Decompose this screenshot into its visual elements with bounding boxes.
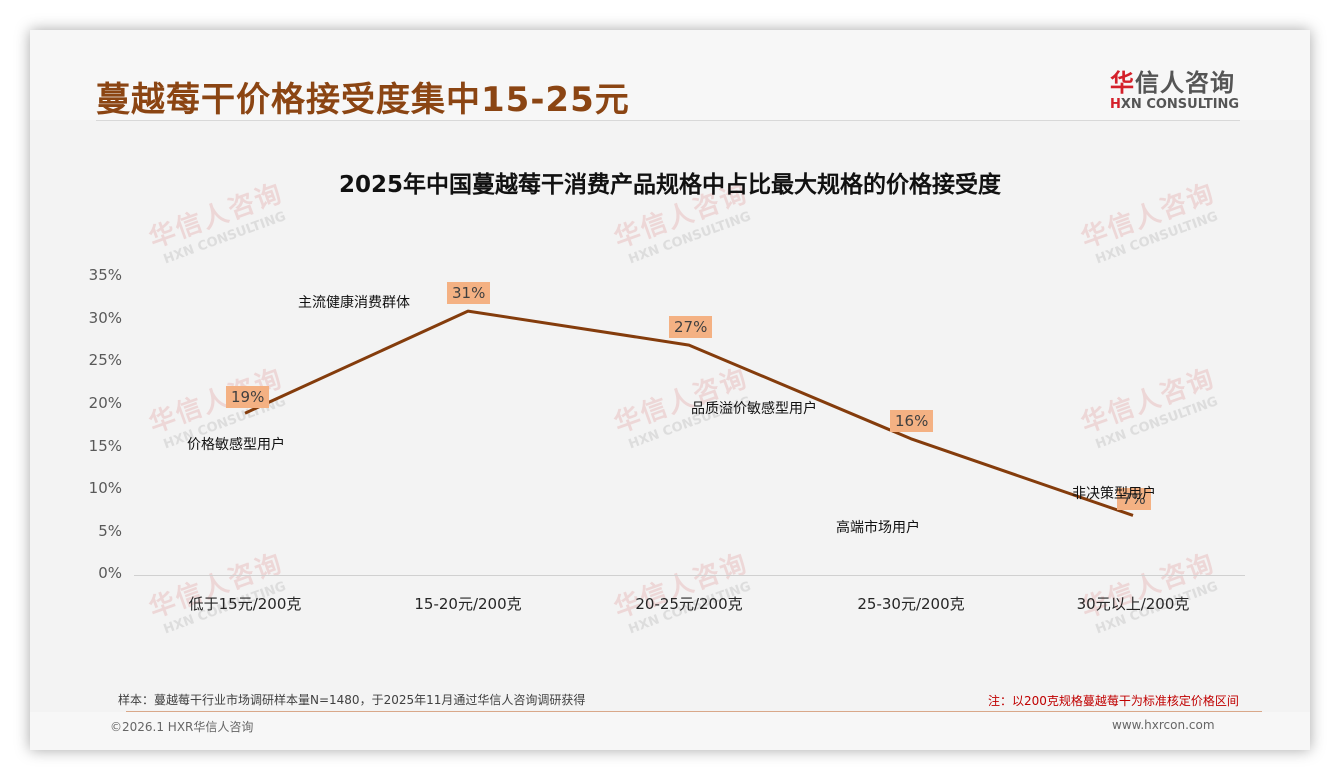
data-label: 31%: [447, 282, 491, 304]
x-tick: 15-20元/200克: [414, 595, 522, 613]
x-axis-line: [134, 575, 1245, 576]
copyright: ©2026.1 HXR华信人咨询: [110, 720, 254, 734]
title-divider: [96, 120, 1240, 121]
logo-cn-text: 信人咨询: [1135, 69, 1235, 97]
x-tick: 25-30元/200克: [857, 595, 965, 613]
annotation: 非决策型用户: [1072, 486, 1156, 502]
y-tick: 20%: [88, 394, 122, 412]
y-tick: 5%: [98, 522, 122, 540]
footer-divider: [126, 711, 1262, 712]
logo-cn: 华信人咨询: [1110, 63, 1240, 98]
y-tick: 0%: [98, 564, 122, 582]
y-tick: 30%: [88, 309, 122, 327]
header-band: [30, 30, 1310, 120]
sample-note: 样本：蔓越莓干行业市场调研样本量N=1480，于2025年11月通过华信人咨询调…: [118, 693, 586, 707]
logo-en: HXN CONSULTING: [1110, 97, 1240, 112]
footer-band: [30, 712, 1310, 750]
data-label: 27%: [669, 316, 713, 338]
website-link: www.hxrcon.com: [1112, 718, 1215, 732]
x-tick: 20-25元/200克: [635, 595, 743, 613]
annotation: 品质溢价敏感型用户: [691, 401, 817, 417]
annotation: 高端市场用户: [836, 520, 920, 536]
data-label: 19%: [226, 386, 270, 408]
logo-en-text: XN CONSULTING: [1120, 97, 1240, 112]
logo-cn-accent: 华: [1110, 69, 1135, 97]
data-label: 16%: [890, 410, 934, 432]
annotation: 主流健康消费群体: [298, 295, 410, 311]
annotation: 价格敏感型用户: [187, 437, 285, 453]
standard-note: 注：以200克规格蔓越莓干为标准核定价格区间: [988, 694, 1239, 708]
x-tick: 低于15元/200克: [188, 595, 302, 613]
x-tick: 30元以上/200克: [1076, 595, 1190, 613]
page-title: 蔓越莓干价格接受度集中15-25元: [96, 80, 630, 120]
series-line: [244, 309, 1134, 517]
y-tick: 25%: [88, 351, 122, 369]
data-label: 7%: [1117, 488, 1151, 510]
y-tick: 15%: [88, 437, 122, 455]
y-tick: 10%: [88, 479, 122, 497]
company-logo: 华信人咨询 HXN CONSULTING: [1110, 63, 1240, 112]
y-tick: 35%: [88, 266, 122, 284]
chart-title: 2025年中国蔓越莓干消费产品规格中占比最大规格的价格接受度: [338, 172, 1001, 198]
line-plot: [244, 309, 1134, 517]
slide: 蔓越莓干价格接受度集中15-25元 华信人咨询 HXN CONSULTING 华…: [30, 30, 1310, 750]
logo-en-accent: H: [1110, 97, 1121, 112]
